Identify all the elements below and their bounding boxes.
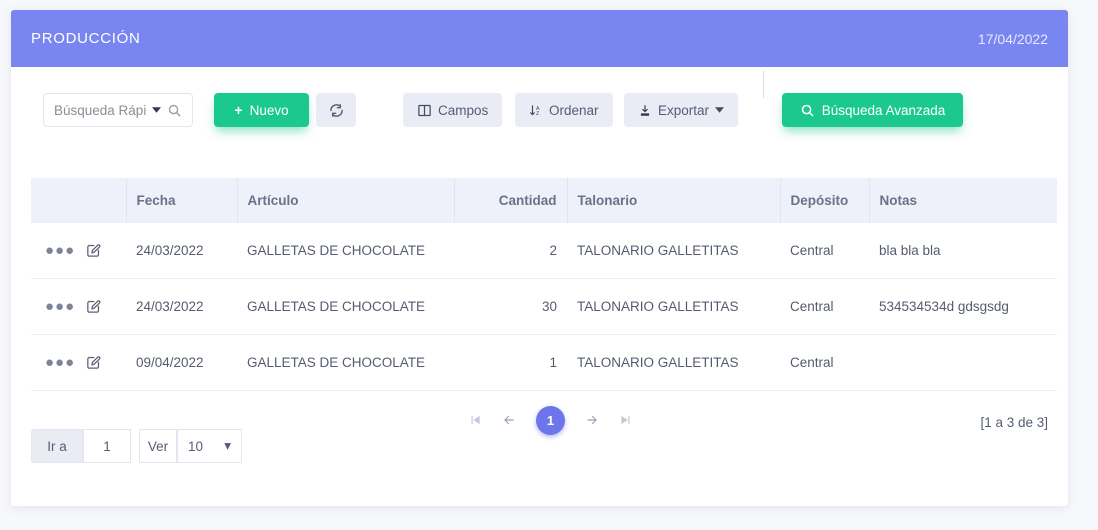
svg-text:Z: Z (536, 111, 540, 117)
